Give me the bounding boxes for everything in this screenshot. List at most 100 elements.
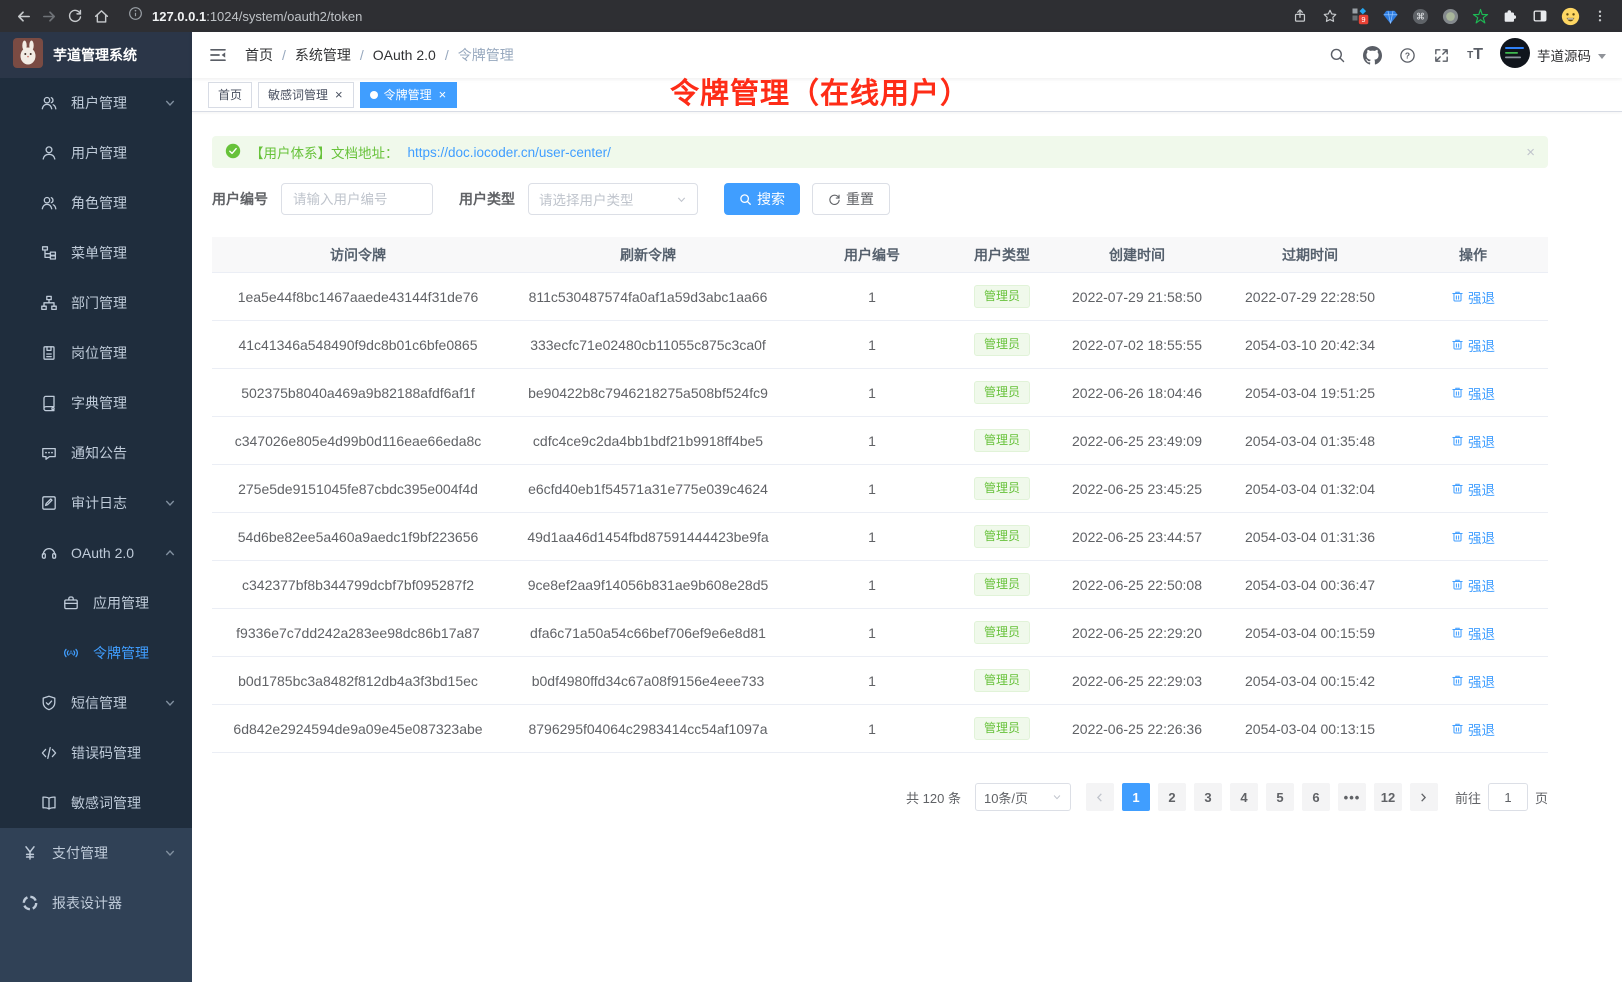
user-type-badge: 管理员: [973, 717, 1030, 740]
doc-link[interactable]: https://doc.iocoder.cn/user-center/: [407, 144, 611, 160]
site-info-icon[interactable]: [128, 6, 143, 26]
sidebar-item-用户管理[interactable]: 用户管理: [0, 128, 192, 178]
tab-首页[interactable]: 首页: [208, 81, 253, 108]
tab-敏感词管理[interactable]: 敏感词管理 ×: [258, 81, 354, 108]
app-logo[interactable]: 芋道管理系统: [0, 32, 192, 78]
goto-page-input[interactable]: [1487, 783, 1528, 811]
force-logout-button[interactable]: 强退: [1451, 479, 1495, 499]
cell-expires: 2054-03-04 19:51:25: [1245, 384, 1375, 401]
sidebar-item-通知公告[interactable]: 通知公告: [0, 428, 192, 478]
chevron-down-icon: [164, 697, 176, 709]
alert-close-icon[interactable]: ×: [1526, 143, 1535, 161]
cell-action: 强退: [1398, 479, 1548, 499]
breadcrumb-oauth[interactable]: OAuth 2.0: [372, 47, 436, 63]
tab-close-icon[interactable]: ×: [335, 87, 343, 102]
home-icon[interactable]: [88, 3, 114, 29]
browser-menu-kebab-icon[interactable]: [1588, 4, 1612, 28]
cell-created: 2022-06-25 22:26:36: [1072, 720, 1202, 737]
force-logout-button[interactable]: 强退: [1451, 335, 1495, 355]
force-logout-button[interactable]: 强退: [1451, 287, 1495, 307]
page-button-12[interactable]: 12: [1373, 783, 1402, 811]
extension-puzzle-icon[interactable]: [1498, 4, 1522, 28]
page-button-1[interactable]: 1: [1121, 783, 1150, 811]
sidebar-item-OAuth 2.0[interactable]: OAuth 2.0: [0, 528, 192, 578]
tab-close-icon[interactable]: ×: [438, 87, 447, 102]
user-icon: [40, 144, 58, 162]
sidebar-item-label: 短信管理: [71, 695, 127, 711]
sidebar-item-短信管理[interactable]: 短信管理: [0, 678, 192, 728]
cell-refresh: e6cfd40eb1f54571a31e775e039c4624: [528, 480, 768, 497]
sidebar-item-支付管理[interactable]: 支付管理: [0, 828, 192, 878]
sidebar-item-label: 部门管理: [71, 295, 127, 311]
sidebar-item-报表设计器[interactable]: 报表设计器: [0, 878, 192, 928]
page-button-5[interactable]: 5: [1265, 783, 1294, 811]
page-button-4[interactable]: 4: [1229, 783, 1258, 811]
force-logout-button[interactable]: 强退: [1451, 671, 1495, 691]
caret-down-icon: [1598, 54, 1606, 59]
sidebar-item-岗位管理[interactable]: 岗位管理: [0, 328, 192, 378]
force-logout-button[interactable]: 强退: [1451, 719, 1495, 739]
split-view-icon[interactable]: [1528, 4, 1552, 28]
column-header: 用户类型: [974, 246, 1030, 263]
force-logout-button[interactable]: 强退: [1451, 383, 1495, 403]
back-icon[interactable]: [10, 3, 36, 29]
extension-star-icon[interactable]: [1468, 4, 1492, 28]
page-size-select[interactable]: 10条/页: [974, 783, 1071, 811]
sidebar-item-令牌管理[interactable]: A 令牌管理: [0, 628, 192, 678]
sidebar-item-角色管理[interactable]: 角色管理: [0, 178, 192, 228]
reset-button[interactable]: 重置: [812, 183, 890, 215]
cell-user_id: 1: [868, 480, 876, 497]
forward-icon[interactable]: [36, 3, 62, 29]
search-icon[interactable]: [1329, 47, 1346, 64]
sidebar-item-敏感词管理[interactable]: 敏感词管理: [0, 778, 192, 828]
sidebar-item-label: 租户管理: [71, 95, 127, 111]
username: 芋道源码: [1537, 49, 1591, 64]
force-logout-button[interactable]: 强退: [1451, 623, 1495, 643]
sidebar-item-应用管理[interactable]: 应用管理: [0, 578, 192, 628]
force-logout-button[interactable]: 强退: [1451, 575, 1495, 595]
tab-label: 首页: [218, 88, 243, 102]
action-label: 强退: [1468, 338, 1495, 354]
cell-user_id: 1: [868, 336, 876, 353]
hamburger-icon[interactable]: [208, 45, 228, 65]
extension-circle-icon[interactable]: [1438, 4, 1462, 28]
extension-command-icon[interactable]: ⌘: [1408, 4, 1432, 28]
force-logout-button[interactable]: 强退: [1451, 527, 1495, 547]
user-id-input[interactable]: [281, 183, 433, 215]
sidebar-item-错误码管理[interactable]: 错误码管理: [0, 728, 192, 778]
sidebar-item-菜单管理[interactable]: 菜单管理: [0, 228, 192, 278]
extension-grid-diamond-icon[interactable]: 9: [1348, 4, 1372, 28]
tab-令牌管理[interactable]: 令牌管理 ×: [359, 81, 458, 108]
github-icon[interactable]: [1363, 45, 1383, 65]
page-buttons: 1 2 3 4 5 6 ••• 12: [1085, 783, 1438, 811]
sidebar-item-字典管理[interactable]: 字典管理: [0, 378, 192, 428]
sidebar-menu: 租户管理用户管理 角色管理 菜单管理部门管理岗位管理 字典管理 通知公告 审计日志 OAut…: [0, 78, 192, 828]
breadcrumb-home[interactable]: 首页: [245, 47, 273, 63]
profile-avatar-emoji[interactable]: [1558, 4, 1582, 28]
reload-icon[interactable]: [62, 3, 88, 29]
prev-page-button[interactable]: [1085, 783, 1114, 811]
sidebar-item-审计日志[interactable]: 审计日志: [0, 478, 192, 528]
extension-gem-icon[interactable]: [1378, 4, 1402, 28]
next-page-button[interactable]: [1409, 783, 1438, 811]
page-button-6[interactable]: 6: [1301, 783, 1330, 811]
search-button[interactable]: 搜索: [724, 183, 800, 215]
user-type-select[interactable]: 请选择用户类型: [528, 183, 698, 215]
page-button-2[interactable]: 2: [1157, 783, 1186, 811]
force-logout-button[interactable]: 强退: [1451, 431, 1495, 451]
page-button-3[interactable]: 3: [1193, 783, 1222, 811]
share-icon[interactable]: [1288, 4, 1312, 28]
fullscreen-icon[interactable]: [1433, 47, 1450, 64]
more-pages-button[interactable]: •••: [1337, 783, 1366, 811]
bookmark-star-icon[interactable]: [1318, 4, 1342, 28]
help-icon[interactable]: ?: [1399, 47, 1416, 64]
cell-expires: 2054-03-04 01:32:04: [1245, 480, 1375, 497]
sidebar-item-部门管理[interactable]: 部门管理: [0, 278, 192, 328]
breadcrumb-system[interactable]: 系统管理: [294, 47, 351, 63]
svg-text:⌘: ⌘: [1416, 11, 1425, 21]
address-bar[interactable]: 127.0.0.1:1024/system/oauth2/token: [128, 6, 1288, 26]
sidebar-item-租户管理[interactable]: 租户管理: [0, 78, 192, 128]
user-menu[interactable]: 芋道源码: [1500, 37, 1606, 73]
table-row: c347026e805e4d99b0d116eae66eda8c cdfc4ce9…: [212, 417, 1548, 465]
